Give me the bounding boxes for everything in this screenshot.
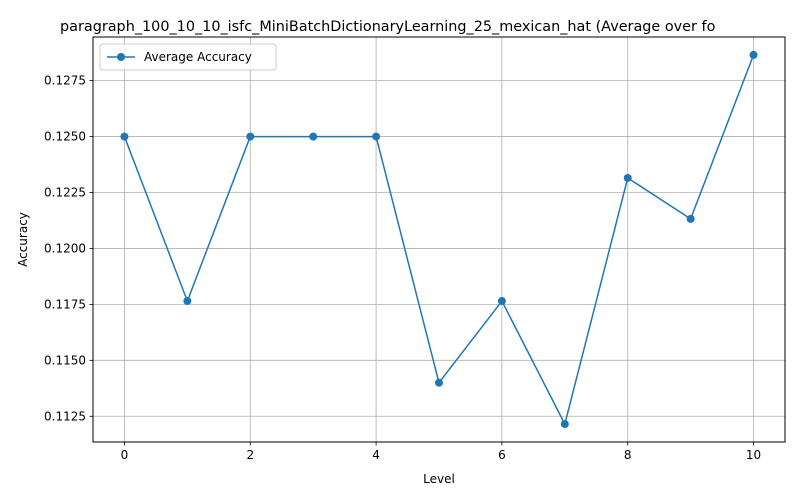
x-axis-label: Level [423, 472, 455, 486]
x-tick-label: 0 [121, 448, 129, 462]
x-tick-label: 4 [372, 448, 380, 462]
y-tick-label: 0.1225 [44, 186, 86, 200]
plot-frame [92, 36, 786, 443]
legend-box [99, 43, 277, 71]
series-line [123, 54, 755, 425]
data-point [497, 297, 506, 306]
legend: Average Accuracy [99, 43, 277, 71]
data-point [183, 297, 192, 306]
y-tick-label: 0.1175 [44, 297, 86, 311]
data-point [686, 214, 695, 223]
x-tick-label: 10 [746, 448, 761, 462]
legend-label: Average Accuracy [144, 50, 252, 64]
data-point [560, 420, 569, 429]
data-point [623, 173, 632, 182]
x-tick-label: 6 [498, 448, 506, 462]
data-point [749, 50, 758, 59]
legend-dot-marker [117, 53, 125, 61]
data-point [435, 378, 443, 387]
data-point [309, 132, 318, 141]
y-axis-label: Accuracy [16, 212, 30, 267]
grid-layer [93, 37, 785, 442]
chart-title: paragraph_100_10_10_isfc_MiniBatchDictio… [60, 19, 716, 35]
x-tick-label: 2 [246, 448, 254, 462]
y-tick-label: 0.1275 [44, 74, 86, 88]
axis-layer: 0 2 4 6 8 10 0.1125 0.1150 0.1175 0.1200 0.1225 0.1… [44, 74, 761, 462]
y-tick-label: 0.1125 [44, 409, 86, 423]
data-point [120, 132, 129, 141]
y-tick-label: 0.1200 [44, 241, 86, 255]
data-point [246, 132, 255, 141]
data-point [372, 132, 381, 141]
y-tick-label: 0.1150 [44, 353, 86, 367]
series-layer [120, 50, 758, 429]
y-tick-label: 0.1250 [44, 130, 86, 144]
x-tick-label: 8 [624, 448, 632, 462]
